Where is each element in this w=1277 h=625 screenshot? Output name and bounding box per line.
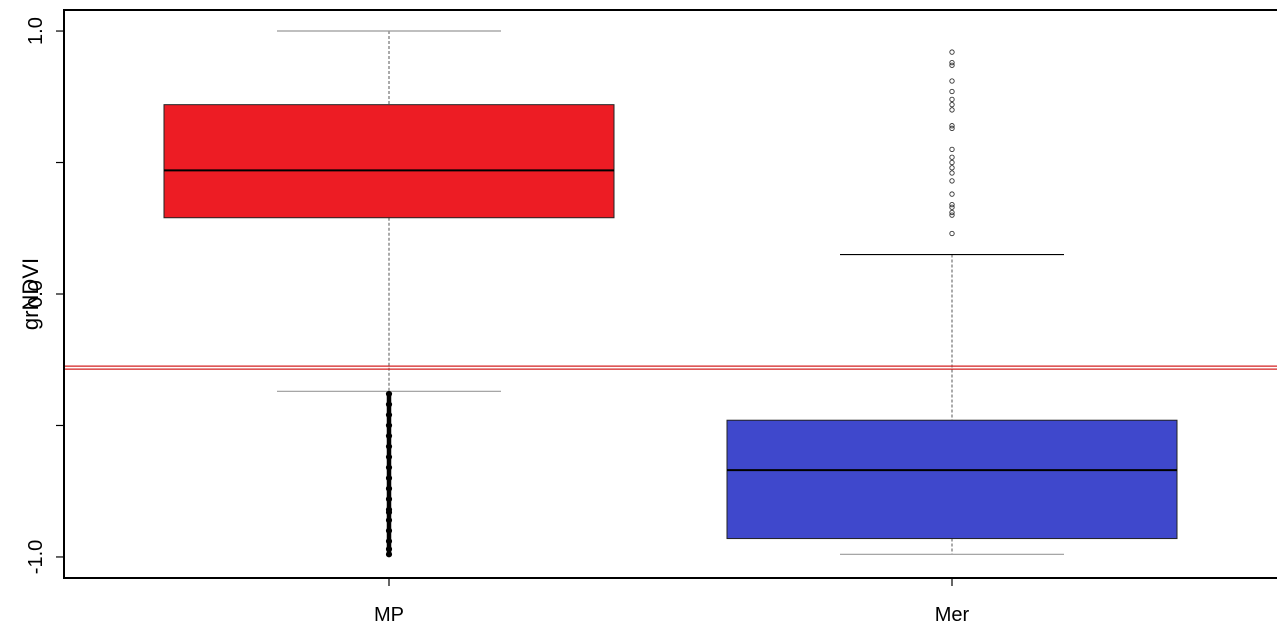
outlier-point bbox=[949, 62, 955, 68]
outlier-point bbox=[949, 59, 955, 66]
outlier-point bbox=[949, 107, 955, 113]
outlier-point bbox=[949, 191, 955, 197]
outlier-point bbox=[949, 146, 955, 153]
x-tick-label: MP bbox=[374, 604, 404, 625]
outlier-point bbox=[949, 102, 955, 108]
y-tick-label: -1.0 bbox=[25, 540, 47, 574]
outlier-point bbox=[949, 230, 955, 237]
outlier-point bbox=[949, 125, 955, 131]
axes: -1.0 0.0 1.0 grNDVI MP Mer bbox=[18, 9, 1277, 625]
outlier-point bbox=[949, 96, 955, 103]
box-mp bbox=[163, 30, 615, 558]
box-mer bbox=[726, 49, 1178, 555]
outlier-point bbox=[949, 170, 955, 176]
outlier-point bbox=[949, 212, 955, 218]
outlier-point bbox=[949, 154, 955, 160]
y-tick-label: 0.0 bbox=[25, 280, 47, 308]
outlier-point bbox=[949, 209, 955, 216]
y-axis-title: grNDVI bbox=[18, 258, 43, 330]
x-tick-label: Mer bbox=[935, 604, 970, 625]
outlier-point bbox=[949, 78, 955, 84]
y-tick-label: 1.0 bbox=[25, 17, 47, 45]
outlier-point bbox=[949, 159, 955, 166]
outlier-point bbox=[949, 201, 955, 208]
outlier-point bbox=[949, 178, 955, 184]
outlier-point bbox=[949, 123, 955, 129]
plot-area bbox=[64, 30, 1277, 558]
outlier-point bbox=[949, 88, 955, 95]
outlier-point bbox=[949, 165, 955, 171]
box-body bbox=[726, 419, 1178, 540]
outlier-point bbox=[949, 49, 955, 55]
box-body bbox=[163, 104, 615, 219]
outlier-point bbox=[949, 204, 955, 210]
